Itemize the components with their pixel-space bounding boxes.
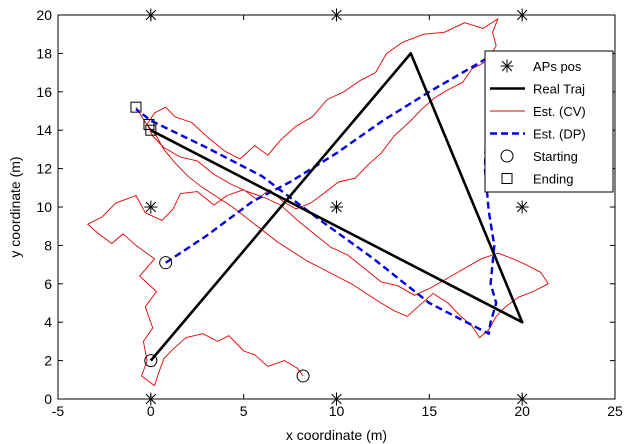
series-layer [87, 8, 549, 406]
ending-marker [143, 118, 155, 130]
aps-pos-marker [330, 200, 343, 214]
est-cv-line [87, 18, 549, 387]
y-tick-label: 16 [36, 84, 52, 100]
y-tick-label: 4 [44, 314, 52, 330]
ending-marker [130, 101, 142, 113]
y-tick-label: 2 [44, 353, 52, 369]
y-axis-label: y coordinate (m) [7, 156, 23, 257]
x-tick-label: 0 [147, 403, 155, 419]
x-tick-label: 25 [607, 403, 623, 419]
y-tick-label: 14 [36, 122, 52, 138]
legend-starting-label: Starting [533, 149, 578, 164]
aps-pos-marker [144, 200, 158, 214]
y-tick-label: 0 [44, 391, 52, 407]
legend-starting-symbol [500, 149, 514, 163]
y-tick-label: 18 [36, 45, 52, 61]
x-tick-label: 15 [422, 403, 438, 419]
y-tick-label: 12 [36, 161, 52, 177]
y-axis-ticks: 0 2 4 6 8 10 12 14 16 18 20 [36, 7, 615, 407]
x-tick-label: -5 [52, 403, 65, 419]
y-tick-label: 6 [44, 276, 52, 292]
starting-marker [144, 354, 158, 368]
x-tick-label: 10 [329, 403, 345, 419]
x-tick-label: 20 [514, 403, 530, 419]
starting-marker [159, 256, 173, 270]
ending-marker [145, 124, 157, 136]
legend-real-traj-label: Real Traj [533, 82, 585, 97]
legend-ending-symbol [501, 173, 513, 184]
legend-box [484, 50, 614, 193]
legend-est-cv-label: Est. (CV) [533, 104, 586, 119]
plot-frame [57, 14, 616, 400]
legend: APs pos Real Traj Est. (CV) Est. (DP) Starti… [484, 50, 614, 193]
est-dp-line [135, 56, 498, 335]
x-tick-label: 5 [240, 403, 248, 419]
aps-pos-marker [515, 200, 529, 214]
x-axis-label: x coordinate (m) [286, 427, 387, 443]
legend-ending-label: Ending [533, 172, 573, 187]
starting-marker [296, 369, 310, 383]
legend-aps-pos-symbol [500, 59, 514, 73]
y-tick-label: 20 [36, 7, 52, 23]
real-traj-line [149, 52, 524, 362]
y-tick-label: 10 [36, 199, 52, 215]
legend-aps-pos-label: APs pos [533, 59, 582, 74]
legend-est-dp-label: Est. (DP) [533, 127, 586, 142]
y-tick-label: 8 [44, 237, 52, 253]
